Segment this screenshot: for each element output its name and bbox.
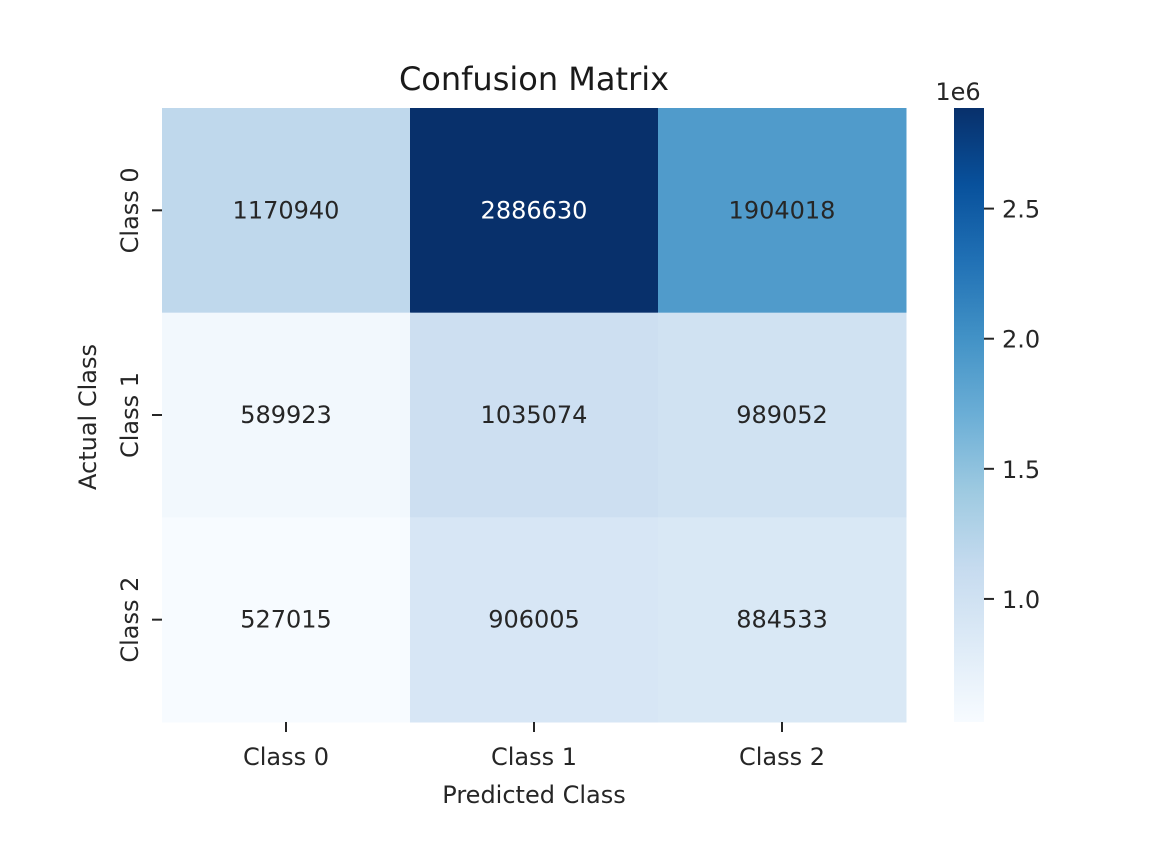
- x-axis-label: Predicted Class: [442, 781, 625, 809]
- colorbar-tick-label: 1.0: [1002, 586, 1040, 614]
- chart-title: Confusion Matrix: [399, 60, 669, 98]
- heatmap-cell: [410, 517, 659, 723]
- y-axis-label: Actual Class: [74, 344, 102, 490]
- cell-value-label: 589923: [240, 401, 332, 429]
- y-tick-label: Class 0: [116, 167, 144, 253]
- heatmap-cell: [658, 108, 907, 314]
- colorbar-gradient: [954, 108, 984, 722]
- y-tick-label: Class 2: [116, 577, 144, 663]
- colorbar-ticks: 1.0 1.5 2.0 2.5: [984, 196, 1040, 614]
- y-axis-ticks: Class 0 Class 1 Class 2: [116, 167, 162, 663]
- cell-value-label: 1170940: [233, 196, 340, 224]
- colorbar-scale-label: 1e6: [935, 78, 980, 106]
- colorbar: 1e6 1.0 1.5 2.0 2.5: [935, 78, 1040, 722]
- cell-value-label: 527015: [240, 606, 332, 634]
- cell-value-label: 2886630: [481, 196, 588, 224]
- colorbar-tick-label: 2.0: [1002, 326, 1040, 354]
- x-tick-label: Class 2: [739, 743, 825, 771]
- cell-value-label: 989052: [736, 401, 828, 429]
- x-tick-label: Class 1: [491, 743, 577, 771]
- heatmap-cells: 1170940 2886630 1904018 589923 1035074 989052…: [162, 108, 907, 723]
- cell-value-label: 884533: [736, 606, 828, 634]
- y-tick-label: Class 1: [116, 372, 144, 458]
- x-tick-label: Class 0: [243, 743, 329, 771]
- heatmap-cell: [162, 312, 411, 518]
- heatmap-cell: [410, 312, 659, 518]
- x-axis-ticks: Class 0 Class 1 Class 2: [243, 722, 825, 771]
- cell-value-label: 906005: [488, 606, 580, 634]
- heatmap-cell: [162, 108, 411, 314]
- heatmap-cell: [658, 312, 907, 518]
- cell-value-label: 1904018: [729, 196, 836, 224]
- colorbar-tick-label: 1.5: [1002, 456, 1040, 484]
- heatmap-cell: [658, 517, 907, 723]
- heatmap-cell: [162, 517, 411, 723]
- heatmap-cell: [410, 108, 659, 314]
- colorbar-tick-label: 2.5: [1002, 196, 1040, 224]
- cell-value-label: 1035074: [481, 401, 588, 429]
